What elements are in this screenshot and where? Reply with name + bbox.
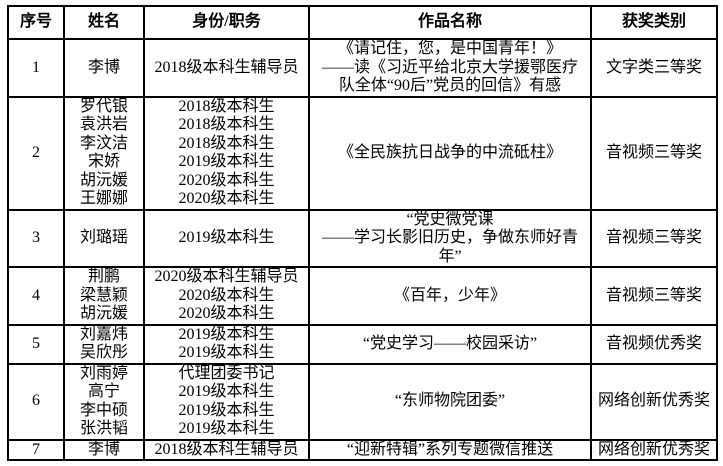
cell-work-title: “党史微党课 ——学习长影旧历史，争做东师好青 年” [308, 208, 592, 268]
cell-serial-number: 7 [7, 438, 65, 461]
table-row: 1 李博 2018级本科生辅导员 《请记住，您，是中国青年！》 ——读《习近平给北京大… [7, 38, 718, 98]
cell-award-category: 网络创新优秀奖 [590, 438, 718, 461]
table-row: 2 罗代银 袁洪岩 李汶洁 宋娇 胡沅媛 王娜娜 2018级本科生 2018级本科生… [7, 95, 718, 211]
cell-roles: 代理团委书记 2019级本科生 2019级本科生 2019级本科生 [143, 362, 310, 441]
cell-work-title: 《全民族抗日战争的中流砥柱》 [308, 95, 592, 211]
column-header-role: 身份/职务 [143, 5, 310, 40]
header-row: 序号 姓名 身份/职务 作品名称 获奖类别 [7, 5, 718, 40]
cell-award-category: 文字类三等奖 [590, 38, 718, 98]
awards-table: 序号 姓名 身份/职务 作品名称 获奖类别 1 李博 2018级本科生辅导员 《请记住… [7, 5, 718, 461]
column-header-award: 获奖类别 [590, 5, 718, 40]
cell-names: 刘璐瑶 [63, 208, 145, 268]
cell-names: 罗代银 袁洪岩 李汶洁 宋娇 胡沅媛 王娜娜 [63, 95, 145, 211]
column-header-no: 序号 [7, 5, 65, 40]
cell-serial-number: 3 [7, 208, 65, 268]
table-row: 3 刘璐瑶 2019级本科生 “党史微党课 ——学习长影旧历史，争做东师好青 年” 音视… [7, 208, 718, 268]
table-row: 4 荆鹏 梁慧颖 胡沅媛 2020级本科生辅导员 2020级本科生 2020级本科生… [7, 266, 718, 326]
cell-roles: 2018级本科生 2018级本科生 2018级本科生 2019级本科生 2020… [143, 95, 310, 211]
cell-serial-number: 5 [7, 323, 65, 365]
cell-roles: 2020级本科生辅导员 2020级本科生 2020级本科生 [143, 266, 310, 326]
cell-names: 荆鹏 梁慧颖 胡沅媛 [63, 266, 145, 326]
table-row: 6 刘雨婷 高宁 李中硕 张洪韬 代理团委书记 2019级本科生 2019级本科生 … [7, 362, 718, 441]
cell-work-title: “东师物院团委” [308, 362, 592, 441]
cell-serial-number: 2 [7, 95, 65, 211]
cell-names: 李博 [63, 438, 145, 461]
cell-roles: 2019级本科生 2019级本科生 [143, 323, 310, 365]
cell-work-title: “迎新特辑”系列专题微信推送 [308, 438, 592, 461]
cell-work-title: 《请记住，您，是中国青年！》 ——读《习近平给北京大学援鄂医疗 队全体“90后”… [308, 38, 592, 98]
cell-award-category: 音视频优秀奖 [590, 323, 718, 365]
cell-award-category: 网络创新优秀奖 [590, 362, 718, 441]
column-header-name: 姓名 [63, 5, 145, 40]
cell-names: 刘雨婷 高宁 李中硕 张洪韬 [63, 362, 145, 441]
cell-serial-number: 4 [7, 266, 65, 326]
cell-serial-number: 6 [7, 362, 65, 441]
cell-serial-number: 1 [7, 38, 65, 98]
cell-roles: 2018级本科生辅导员 [143, 38, 310, 98]
awards-table-body: 1 李博 2018级本科生辅导员 《请记住，您，是中国青年！》 ——读《习近平给北京大… [7, 38, 718, 461]
cell-award-category: 音视频三等奖 [590, 208, 718, 268]
cell-work-title: 《百年，少年》 [308, 266, 592, 326]
column-header-work: 作品名称 [308, 5, 592, 40]
table-row: 5 刘嘉炜 吴欣彤 2019级本科生 2019级本科生 “党史学习——校园采访” 音视频… [7, 323, 718, 365]
cell-roles: 2018级本科生辅导员 [143, 438, 310, 461]
cell-roles: 2019级本科生 [143, 208, 310, 268]
cell-names: 刘嘉炜 吴欣彤 [63, 323, 145, 365]
cell-work-title: “党史学习——校园采访” [308, 323, 592, 365]
cell-award-category: 音视频三等奖 [590, 266, 718, 326]
cell-award-category: 音视频三等奖 [590, 95, 718, 211]
table-row: 7 李博 2018级本科生辅导员 “迎新特辑”系列专题微信推送 网络创新优秀奖 [7, 438, 718, 461]
cell-names: 李博 [63, 38, 145, 98]
awards-table-header: 序号 姓名 身份/职务 作品名称 获奖类别 [7, 5, 718, 40]
